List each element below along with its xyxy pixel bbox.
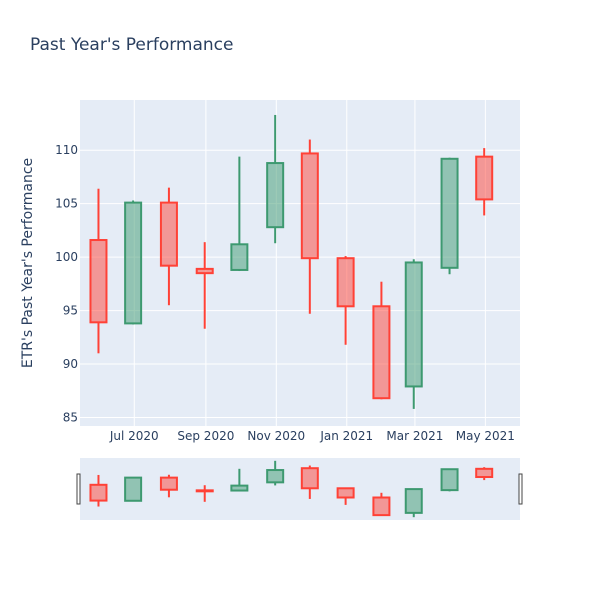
x-tick-label: Jul 2020 bbox=[109, 429, 159, 443]
range-slider-candle bbox=[475, 467, 494, 481]
x-tick-label: May 2021 bbox=[456, 429, 515, 443]
range-slider-candle bbox=[300, 465, 319, 499]
candle-increasing bbox=[440, 157, 459, 275]
mini-body bbox=[336, 487, 355, 499]
candle-decreasing bbox=[372, 281, 391, 400]
y-tick-label: 105 bbox=[55, 197, 78, 211]
candle-body bbox=[266, 162, 285, 229]
x-tick-label: Mar 2021 bbox=[386, 429, 443, 443]
range-slider-left-handle[interactable] bbox=[76, 473, 81, 505]
range-slider-candle bbox=[440, 468, 459, 492]
candle-body bbox=[300, 152, 319, 260]
main-plot bbox=[80, 100, 520, 426]
x-tick-label: Sep 2020 bbox=[177, 429, 234, 443]
y-axis-title: ETR's Past Year's Performance bbox=[20, 158, 36, 368]
candle-body bbox=[336, 257, 355, 308]
mini-body bbox=[404, 488, 423, 514]
y-tick-label: 95 bbox=[63, 304, 78, 318]
mini-body bbox=[266, 469, 285, 484]
x-axis-ticks: Jul 2020 Sep 2020 Nov 2020 Jan 2021 Mar 2021… bbox=[109, 429, 515, 443]
candle-decreasing bbox=[475, 148, 494, 216]
x-tick-label: Nov 2020 bbox=[247, 429, 305, 443]
y-tick-label: 110 bbox=[55, 143, 78, 157]
candle-decreasing bbox=[89, 188, 108, 354]
range-slider-candle bbox=[404, 488, 423, 518]
mini-body bbox=[372, 496, 391, 517]
range-slider-candle bbox=[124, 476, 143, 502]
mini-body bbox=[89, 483, 108, 502]
candle-body bbox=[230, 243, 249, 271]
range-slider-candle bbox=[266, 460, 285, 486]
candle-increasing bbox=[266, 114, 285, 244]
candle-decreasing bbox=[195, 242, 214, 329]
x-tick-label: Jan 2021 bbox=[319, 429, 373, 443]
candle-decreasing bbox=[336, 256, 355, 345]
candles bbox=[89, 114, 494, 409]
range-slider-candles bbox=[89, 460, 494, 518]
candle-body bbox=[475, 155, 494, 201]
candle-body bbox=[195, 267, 214, 275]
mini-body bbox=[300, 467, 319, 490]
candle-decreasing bbox=[300, 139, 319, 314]
candle-body bbox=[372, 305, 391, 400]
candle-body bbox=[404, 261, 423, 388]
range-slider-candle bbox=[195, 485, 214, 502]
candle-increasing bbox=[124, 200, 143, 325]
range-slider-candle bbox=[372, 492, 391, 517]
y-tick-label: 100 bbox=[55, 250, 78, 264]
candle-increasing bbox=[230, 156, 249, 272]
mini-body bbox=[124, 476, 143, 502]
range-slider-candle bbox=[336, 487, 355, 505]
range-slider-candle bbox=[159, 474, 178, 498]
mini-body bbox=[195, 489, 214, 493]
range-slider-candle bbox=[89, 474, 108, 507]
mini-body bbox=[440, 468, 459, 492]
mini-body bbox=[475, 467, 494, 479]
mini-body bbox=[230, 484, 249, 492]
candle-decreasing bbox=[159, 187, 178, 306]
y-tick-label: 85 bbox=[63, 410, 78, 424]
mini-body bbox=[159, 476, 178, 491]
chart-title: Past Year's Performance bbox=[30, 35, 234, 55]
candle-body bbox=[440, 157, 459, 269]
y-tick-label: 90 bbox=[63, 357, 78, 371]
y-axis-ticks: 85 90 95 100 105 110 bbox=[55, 143, 78, 424]
range-slider-candle bbox=[230, 468, 249, 492]
range-slider-right-handle[interactable] bbox=[518, 473, 523, 505]
candle-body bbox=[124, 201, 143, 325]
candle-increasing bbox=[404, 259, 423, 409]
candle-body bbox=[159, 201, 178, 267]
range-slider[interactable] bbox=[76, 458, 523, 520]
candle-body bbox=[89, 239, 108, 324]
